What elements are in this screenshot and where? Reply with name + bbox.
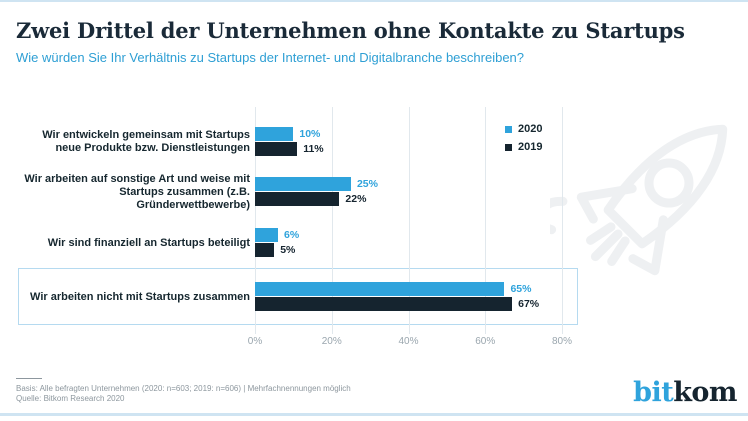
bitkom-logo-kom: kom (673, 377, 737, 408)
value-label: 11% (303, 143, 324, 155)
gridline (485, 107, 487, 334)
legend-item-2019: 2019 (505, 141, 542, 153)
value-label: 67% (518, 298, 540, 310)
value-label: 10% (299, 128, 321, 140)
legend-swatch-2020-icon (505, 125, 512, 133)
value-label: 22% (345, 193, 367, 205)
bar-2019 (255, 243, 275, 257)
value-label: 5% (280, 244, 296, 256)
value-label: 25% (356, 178, 378, 190)
top-rule (0, 0, 748, 2)
bitkom-logo-bit: bit (633, 377, 674, 408)
category-label: Wir sind finanziell an Startups beteilig… (47, 236, 250, 249)
bottom-rule (0, 413, 748, 416)
category-label: Wir entwickeln gemeinsam mit Startups neu… (42, 129, 250, 154)
x-tick-label: 0% (247, 336, 263, 347)
bar-2020 (255, 228, 279, 242)
legend-label-2020: 2020 (518, 123, 543, 135)
footer-basis: Basis: Alle befragten Unternehmen (2020:… (16, 384, 351, 393)
footer-source: Quelle: Bitkom Research 2020 (16, 394, 125, 403)
bar-2019 (255, 192, 340, 206)
bar-2019 (255, 142, 298, 156)
gridline (255, 107, 256, 334)
x-tick-label: 80% (551, 336, 572, 347)
chart-legend: 2020 2019 (505, 123, 542, 159)
bitkom-logo: bitkom (633, 377, 737, 408)
bar-2020 (255, 177, 351, 191)
x-tick-label: 40% (398, 336, 419, 347)
legend-swatch-2019-icon (505, 143, 512, 151)
value-label: 6% (284, 229, 300, 241)
gridline (331, 107, 333, 334)
x-tick-label: 20% (321, 336, 342, 347)
page-title: Zwei Drittel der Unternehmen ohne Kontak… (16, 18, 685, 43)
gridline (408, 107, 410, 334)
footer-divider (16, 378, 42, 379)
legend-item-2020: 2020 (505, 123, 542, 135)
legend-label-2019: 2019 (518, 141, 543, 153)
x-tick-label: 60% (475, 336, 496, 347)
highlight-box (18, 268, 578, 325)
page-subtitle: Wie würden Sie Ihr Verhältnis zu Startup… (16, 50, 525, 65)
bar-2020 (255, 282, 505, 296)
gridline (562, 107, 563, 334)
value-label: 65% (510, 283, 532, 295)
category-label: Wir arbeiten auf sonstige Art und weise … (24, 172, 250, 211)
bar-2019 (255, 297, 513, 311)
category-label: Wir arbeiten nicht mit Startups zusammen (30, 290, 250, 303)
bar-2020 (255, 127, 294, 141)
